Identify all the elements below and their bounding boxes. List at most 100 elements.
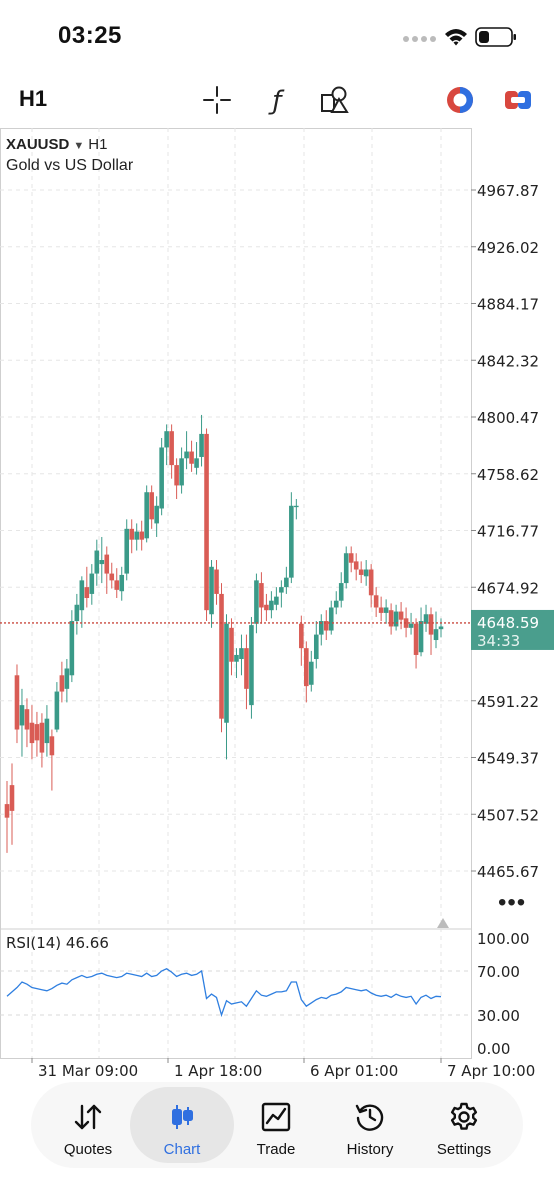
candle: [343, 546, 349, 589]
rsi-label[interactable]: RSI(14) 46.66: [6, 934, 109, 952]
candle-body: [368, 569, 374, 596]
candle-body: [418, 621, 424, 653]
candle: [139, 520, 144, 551]
candle-body: [24, 709, 30, 730]
candle: [433, 611, 439, 649]
rsi-level-label: 70.00: [477, 963, 520, 981]
candle-body: [74, 604, 80, 622]
candle: [229, 618, 234, 676]
tab-quotes[interactable]: Quotes: [36, 1087, 140, 1163]
candle: [348, 546, 354, 573]
candle: [338, 572, 344, 608]
candle: [54, 682, 60, 733]
candle: [313, 621, 319, 669]
candle-body: [234, 654, 239, 662]
tab-label: History: [346, 1141, 394, 1158]
candle: [308, 650, 314, 692]
candle-body: [274, 596, 279, 605]
candle: [368, 564, 374, 608]
chart-frame: [0, 128, 472, 1059]
candle: [14, 664, 20, 744]
candle: [358, 561, 364, 584]
candle: [24, 698, 30, 748]
candle: [34, 711, 40, 757]
candle: [398, 602, 404, 630]
candle-body: [338, 583, 344, 601]
candle: [179, 447, 184, 494]
candle-body: [39, 722, 45, 753]
candle: [29, 705, 35, 760]
price-tick-label: 4465.67: [477, 863, 539, 881]
chart-symbol-header[interactable]: XAUUSD ▼ H1: [6, 136, 107, 153]
candle: [74, 593, 80, 635]
candle-body: [224, 623, 229, 723]
chart-area[interactable]: 4967.87 4926.02 4884.17 4842.32 4800.47 4758.…: [0, 128, 554, 1080]
candle-body: [134, 531, 140, 540]
candle-body: [69, 621, 75, 676]
svg-text:ƒ: ƒ: [267, 86, 285, 116]
tab-trade[interactable]: Trade: [224, 1087, 328, 1163]
crosshair-icon[interactable]: [199, 82, 235, 118]
candle: [39, 713, 45, 768]
tab-history[interactable]: History: [318, 1087, 422, 1163]
candle-body: [308, 661, 314, 685]
candle-body: [219, 593, 224, 719]
candle-body: [159, 447, 164, 509]
gear-icon: [448, 1101, 480, 1133]
candle: [304, 641, 309, 703]
candle: [388, 603, 394, 635]
chart-toolbar: H1 ƒ: [0, 72, 554, 128]
candle: [109, 562, 115, 589]
timeframe-selector[interactable]: H1: [19, 86, 48, 111]
candle-body: [214, 569, 219, 594]
candle-body: [29, 722, 35, 744]
candle-body: [54, 691, 60, 730]
candle: [104, 546, 110, 594]
candle-body: [279, 587, 284, 593]
one-click-trading-icon[interactable]: [442, 82, 478, 118]
candle-body: [179, 458, 184, 486]
battery-icon: [475, 27, 516, 47]
candle-body: [64, 668, 70, 689]
chevron-down-icon: ▼: [73, 140, 85, 152]
candle-body: [44, 718, 50, 744]
candle-body: [413, 623, 419, 655]
objects-shapes-icon[interactable]: [317, 82, 353, 118]
candle-body: [269, 600, 274, 611]
candle: [284, 566, 289, 594]
candle-body: [313, 634, 319, 660]
price-chart[interactable]: 4967.87 4926.02 4884.17 4842.32 4800.47 4758.…: [0, 128, 554, 1080]
candle-body: [433, 629, 439, 641]
time-tick-label: 1 Apr 18:00: [174, 1062, 262, 1080]
cellular-signal-icon: [403, 36, 436, 42]
candle-body: [408, 623, 414, 628]
candle-body: [244, 648, 249, 689]
candle: [333, 591, 339, 615]
indicators-icon[interactable]: ƒ: [259, 82, 295, 118]
trade-chart-icon: [260, 1101, 292, 1133]
price-tick-label: 4884.17: [477, 296, 539, 314]
more-options-icon[interactable]: •••: [498, 889, 527, 916]
candle: [154, 496, 159, 537]
candle: [64, 659, 70, 703]
price-tick-label: 4967.87: [477, 182, 539, 200]
candle-body: [294, 505, 299, 508]
tab-chart[interactable]: Chart: [130, 1087, 234, 1163]
tab-settings[interactable]: Settings: [412, 1087, 516, 1163]
candle: [418, 607, 424, 657]
candle-body: [393, 611, 399, 627]
current-price-label: 4648.59: [477, 614, 539, 632]
candle: [294, 498, 299, 520]
candle: [169, 424, 174, 479]
trade-panel-icon[interactable]: [500, 82, 536, 118]
candle-body: [9, 785, 15, 811]
history-clock-icon: [354, 1101, 386, 1133]
candle: [413, 618, 419, 669]
candle-body: [318, 621, 324, 635]
candle-body: [4, 804, 10, 818]
candle: [194, 442, 199, 475]
candle-body: [109, 573, 115, 581]
candle: [408, 612, 414, 635]
candle: [234, 648, 239, 678]
candle-body: [388, 610, 394, 627]
